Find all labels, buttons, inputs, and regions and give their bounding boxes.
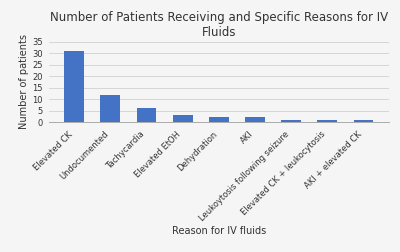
Y-axis label: Number of patients: Number of patients: [19, 34, 29, 129]
Title: Number of Patients Receiving and Specific Reasons for IV
Fluids: Number of Patients Receiving and Specifi…: [50, 11, 388, 39]
Bar: [245, 117, 265, 122]
X-axis label: Reason for IV fluids: Reason for IV fluids: [172, 226, 266, 236]
Bar: [281, 120, 301, 122]
Bar: [100, 94, 120, 122]
Bar: [64, 51, 84, 122]
Bar: [317, 120, 337, 122]
Bar: [209, 117, 229, 122]
Bar: [173, 115, 193, 122]
Bar: [136, 108, 156, 122]
Bar: [354, 120, 374, 122]
